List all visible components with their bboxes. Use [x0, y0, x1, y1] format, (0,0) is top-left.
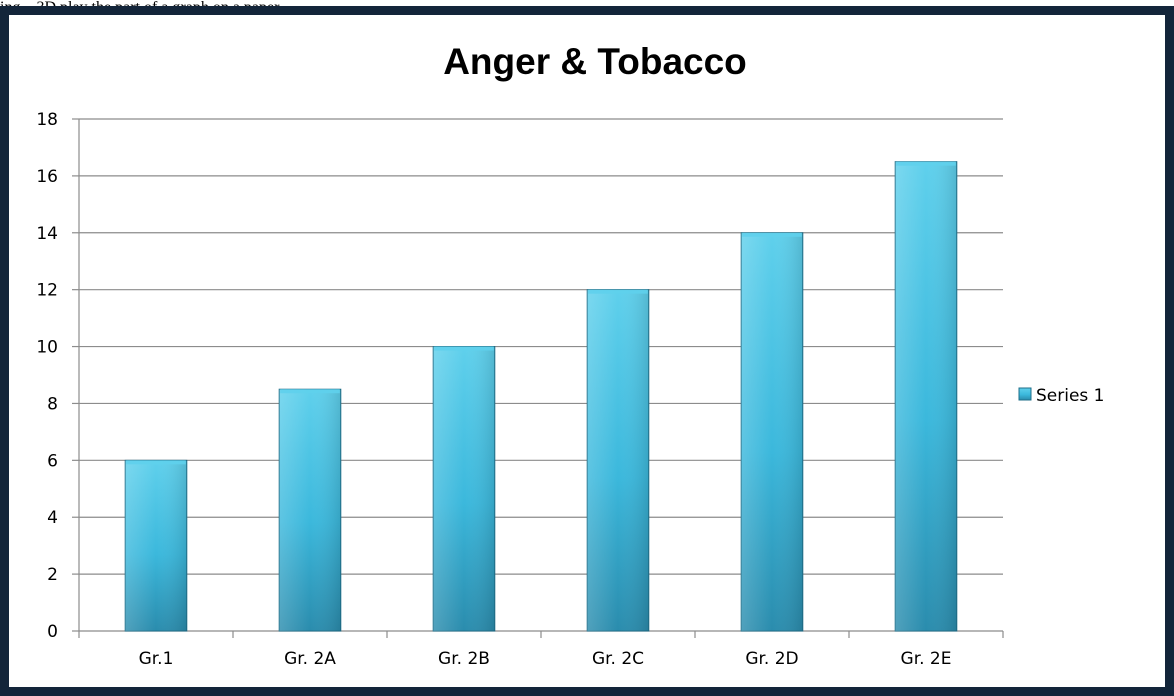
y-tick-label: 4 — [47, 508, 58, 528]
bar-shading — [433, 346, 495, 631]
y-tick-label: 8 — [47, 394, 58, 414]
bar-top-bevel — [434, 346, 494, 351]
gridlines — [79, 118, 1003, 575]
bar — [124, 459, 188, 632]
bar — [432, 346, 496, 632]
bars — [124, 161, 958, 632]
bar — [740, 232, 804, 632]
y-tick-label: 12 — [36, 281, 58, 301]
x-tick-label: Gr. 2A — [284, 649, 336, 669]
y-tick-label: 0 — [47, 622, 58, 642]
legend: Series 1 — [1018, 386, 1105, 406]
y-tick-label: 2 — [47, 565, 58, 585]
bar-shading — [895, 161, 957, 631]
bar-shading — [741, 232, 803, 631]
axes — [78, 119, 1003, 632]
bar-top-bevel — [280, 389, 340, 394]
bar — [278, 388, 342, 632]
y-tick-label: 14 — [36, 224, 58, 244]
bar-top-bevel — [588, 289, 648, 294]
y-tick-label: 6 — [47, 451, 58, 471]
x-axis-ticks: Gr.1 Gr. 2A Gr. 2B Gr. 2C Gr. 2D Gr. 2E — [78, 631, 1004, 669]
bar — [894, 161, 958, 632]
bar-shading — [125, 460, 187, 631]
x-tick-label: Gr. 2E — [901, 649, 952, 669]
x-tick-label: Gr. 2C — [592, 649, 644, 669]
bar-top-bevel — [126, 460, 186, 465]
legend-label: Series 1 — [1036, 386, 1105, 406]
y-tick-label: 16 — [36, 167, 58, 187]
bar-shading — [279, 389, 341, 631]
bar-top-bevel — [742, 232, 802, 237]
x-tick-label: Gr. 2D — [745, 649, 798, 669]
y-tick-label: 10 — [36, 338, 58, 358]
bar — [586, 289, 650, 632]
chart-title: Anger & Tobacco — [443, 41, 747, 82]
y-tick-label: 18 — [36, 110, 58, 130]
legend-swatch — [1018, 387, 1032, 401]
y-axis-ticks: 0 2 4 6 8 10 12 14 16 18 — [36, 110, 79, 642]
x-tick-label: Gr. 2B — [438, 649, 490, 669]
x-tick-label: Gr.1 — [139, 649, 174, 669]
bar-top-bevel — [896, 161, 956, 166]
bar-shading — [587, 289, 649, 631]
